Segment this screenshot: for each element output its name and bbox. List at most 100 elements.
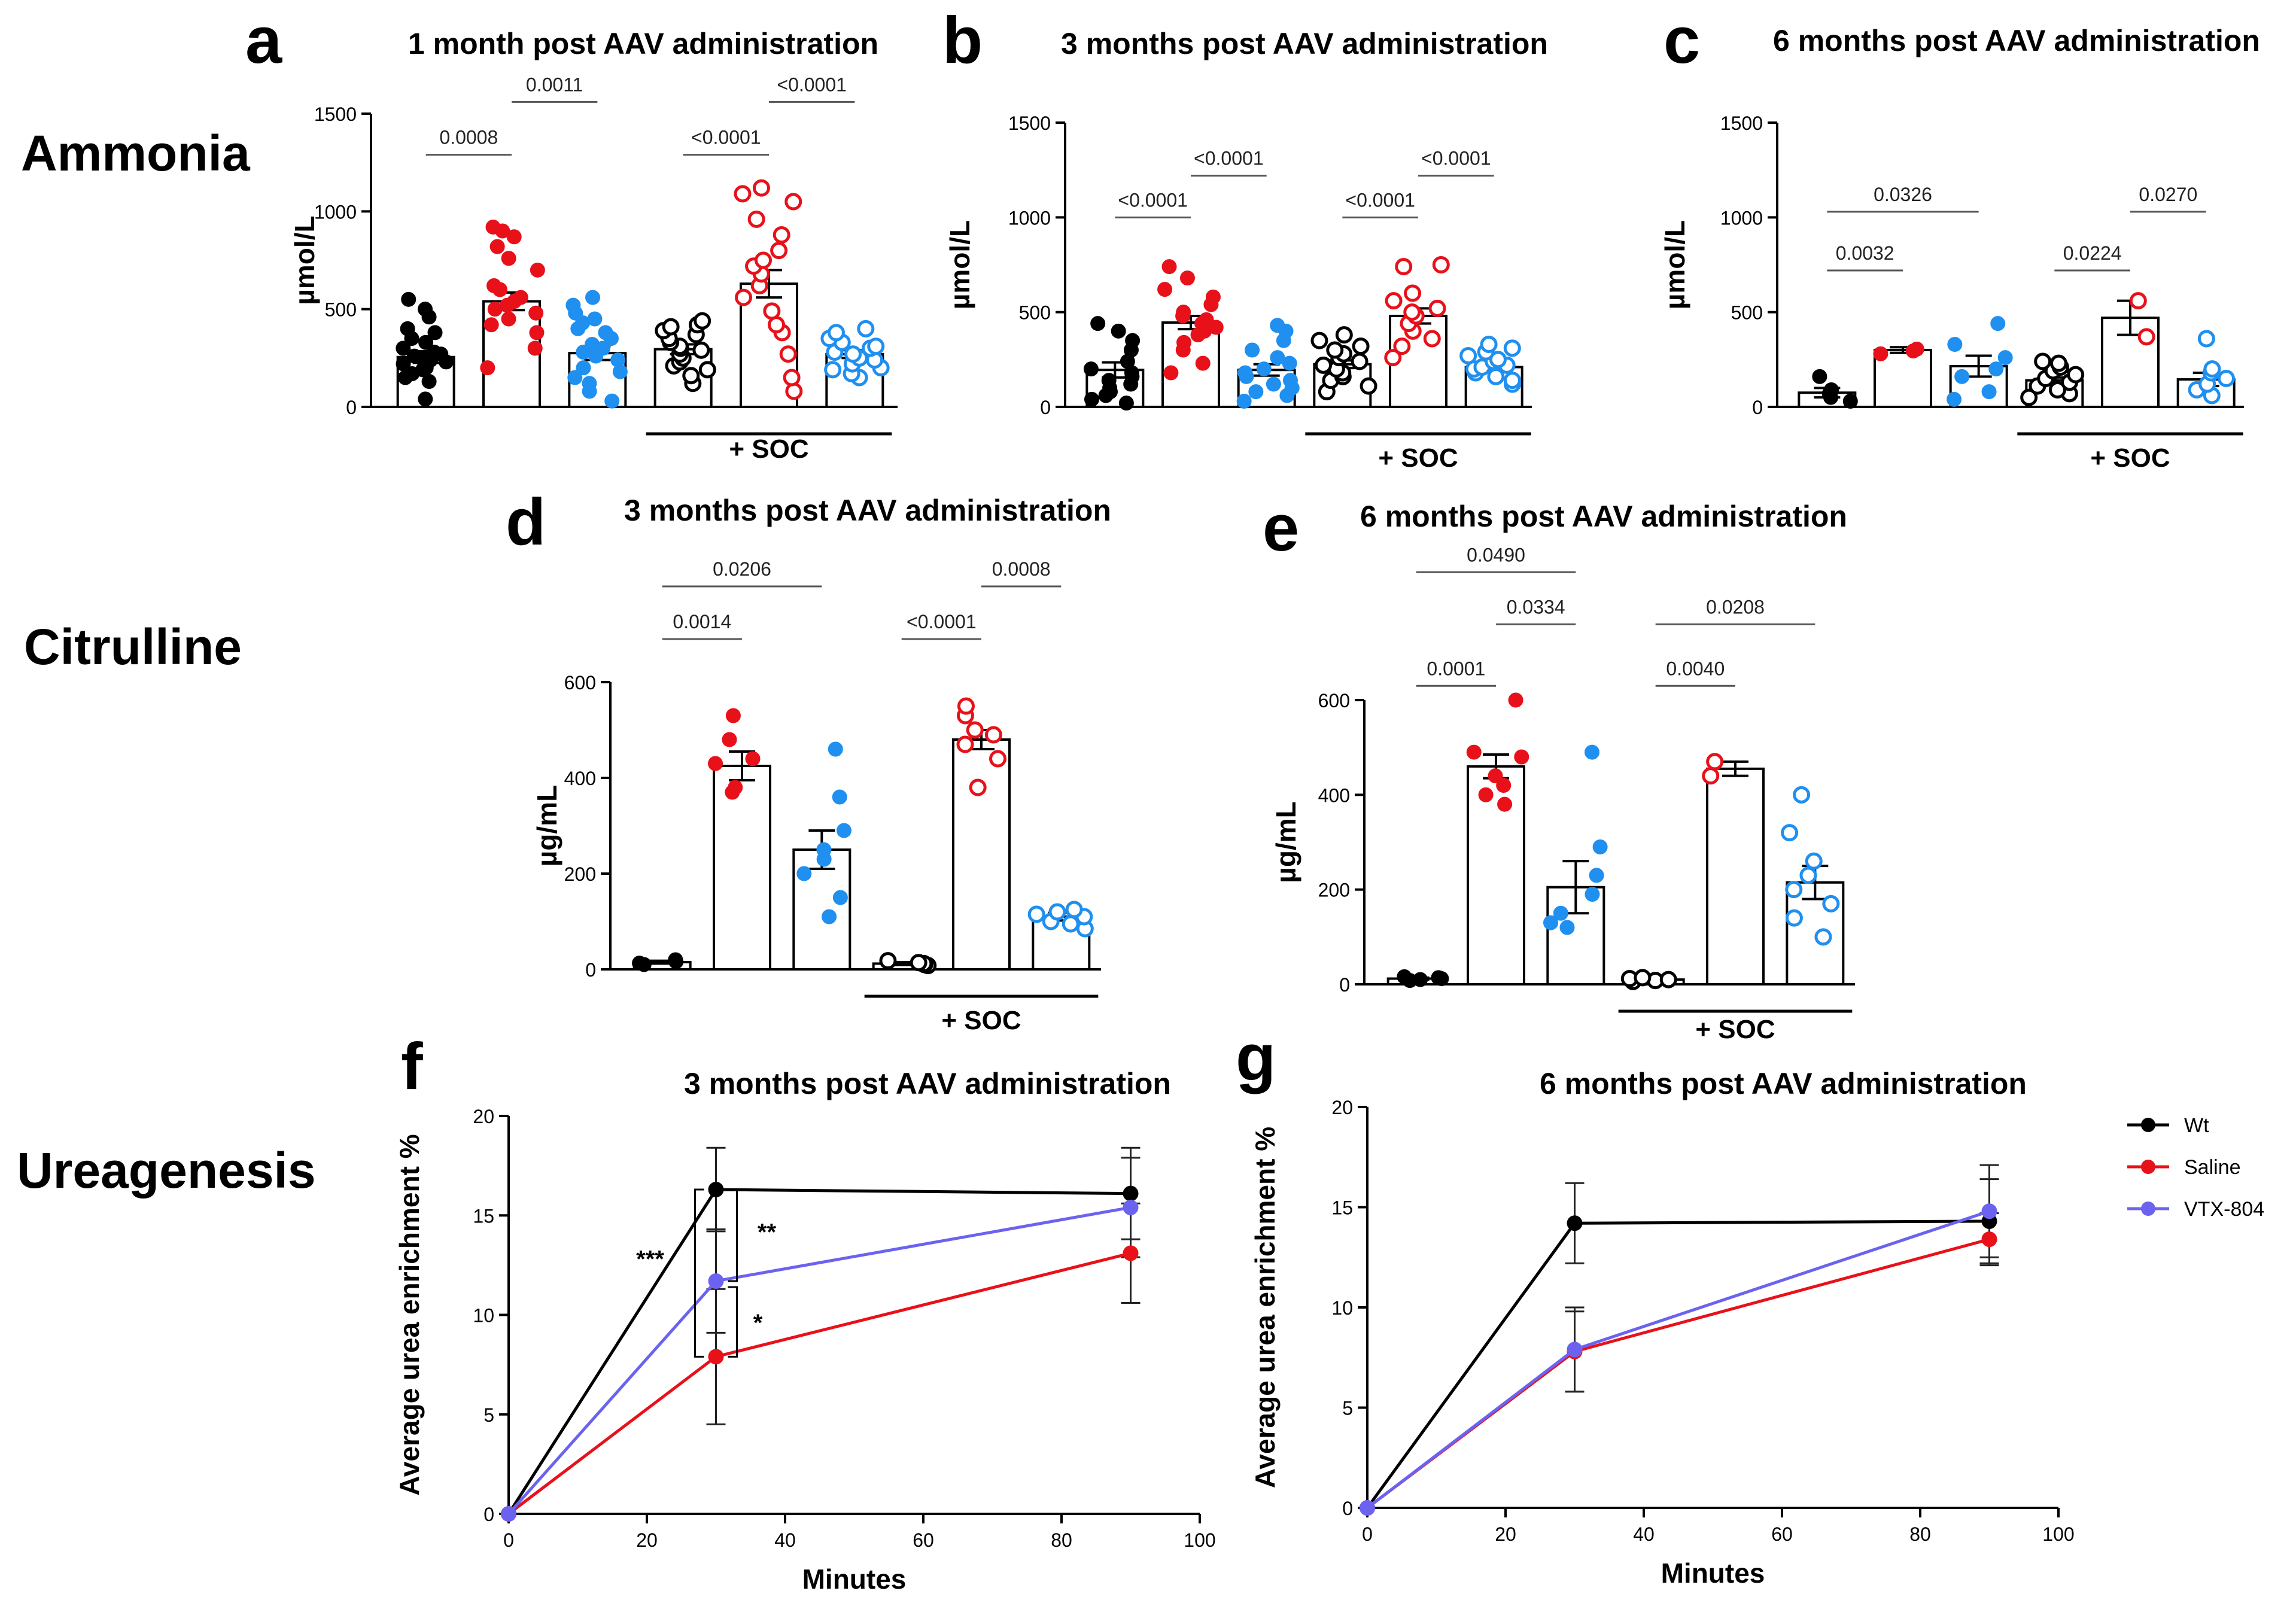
panel-g-series-point-saline [1981,1231,1997,1248]
panel-a-point-2 [610,352,626,368]
panel-f-y-tick-label: 10 [473,1305,494,1327]
panel-b-point-2 [1282,373,1298,388]
panel-f-series-line-saline [507,1251,1132,1515]
panel-e-point-0 [1413,972,1428,987]
panel-e-point-3 [1634,969,1652,987]
panel-b-point-0 [1111,323,1126,339]
panel-b-title: 3 months post AAV administration [1061,27,1548,60]
panel-b-point-5 [1503,372,1521,390]
panel-f-series-point-wt [1123,1185,1139,1202]
panel-a-point-0 [400,321,415,336]
panel-e-point-5 [1793,786,1811,804]
panel-d-point-0 [632,956,647,971]
panel-f-series-point-wt [708,1182,724,1198]
panel-a-point-2 [598,325,613,340]
panel-a-point-0 [418,302,433,317]
panel-e-point-4 [1706,753,1724,771]
panel-e-point-1 [1478,787,1494,802]
panel-a-pvalue-2: <0.0001 [691,127,761,148]
panel-a-point-0 [401,291,416,307]
panel-b-point-3 [1351,352,1369,370]
panel-a-point-1 [530,262,545,278]
panel-a-point-1 [483,317,499,333]
panel-b-point-1 [1176,334,1192,350]
panel-e-point-2 [1559,920,1575,935]
panel-b-point-1 [1157,282,1173,297]
panel-a-point-2 [565,297,581,313]
panel-c-point-0 [1812,369,1827,384]
panel-d-point-2 [836,823,852,838]
panel-c-point-3 [2034,352,2052,370]
panel-e-point-5 [1781,824,1799,842]
panel-d-soc-label: + SOC [941,1006,1021,1035]
panel-b-point-4 [1384,349,1402,367]
panel-d-y-tick-label: 0 [585,959,596,981]
panel-b-letter: b [942,4,983,77]
panel-e-y-tick-label: 200 [1318,880,1350,901]
panel-g-y-tick-label: 20 [1331,1097,1353,1118]
panel-g-series-point-vtx-804 [1567,1342,1583,1358]
panel-a-point-0 [418,334,434,350]
panel-g-y-tick-label: 5 [1342,1398,1353,1419]
panel-c-soc-label: + SOC [2090,443,2170,473]
panel-e-point-1 [1497,796,1513,812]
panel-a-point-2 [585,290,600,305]
panel-g-legend-label-0: Wt [2184,1114,2209,1137]
panel-a-point-5 [824,361,842,379]
panel-a-point-4 [754,251,772,269]
panel-d-point-2 [816,842,832,857]
panel-b-pvalue-2: <0.0001 [1345,189,1415,211]
panel-f-sig-bracket-right-bottom [728,1286,738,1358]
panel-c-point-2 [1990,316,2006,331]
panel-c-point-3 [2067,366,2085,384]
panel-a-point-1 [485,219,501,235]
panel-e-point-0 [1431,970,1446,986]
panel-f-sig-label-1: ** [758,1219,777,1246]
panel-f-y-tick-label: 0 [483,1504,494,1525]
panel-a-point-0 [427,325,443,340]
panel-g-x-tick-label: 80 [1909,1523,1931,1545]
panel-b-point-0 [1101,373,1117,388]
panel-b-point-4 [1393,337,1411,355]
panel-d-y-tick-label: 400 [564,768,596,789]
panel-b-y-tick-label: 500 [1019,302,1051,324]
panel-g-series-point-vtx-804 [1360,1500,1375,1516]
panel-c-point-4 [2137,328,2155,346]
panel-g-letter: g [1236,1021,1276,1094]
panel-c-point-2 [1947,337,1963,352]
panel-a-y-axis-label: µmol/L [289,215,320,305]
panel-b-point-4 [1428,299,1446,317]
panel-d-title: 3 months post AAV administration [624,494,1111,527]
panel-e-letter: e [1263,491,1299,565]
panel-e-point-5 [1799,866,1817,884]
panel-b-point-5 [1489,351,1507,369]
panel-g-legend-marker-0 [2141,1118,2155,1132]
panel-f-series-point-vtx-804 [501,1506,516,1522]
panel-g-series-point-wt [1567,1215,1583,1231]
panel-a-point-3 [682,367,700,385]
panel-f-y-tick-label: 15 [473,1205,494,1227]
panel-a-point-4 [763,302,781,320]
panel-c-point-0 [1824,382,1839,397]
panel-g-x-tick-label: 20 [1495,1523,1516,1545]
panel-c-point-3 [2020,388,2038,406]
panel-c-point-2 [1997,350,2013,366]
panel-a-point-2 [576,360,591,376]
panel-a-point-3 [698,361,716,379]
panel-c-y-tick-label: 1500 [1720,112,1763,134]
panel-a-y-tick-label: 0 [346,397,357,418]
panel-a-point-2 [587,311,603,327]
panel-a-pvalue-3: <0.0001 [777,74,847,95]
panel-e-pvalue-4: 0.0208 [1706,596,1765,618]
panel-d-point-5 [1065,901,1083,918]
panel-b-point-2 [1270,350,1285,366]
panel-g-y-tick-label: 15 [1331,1197,1353,1219]
panel-d-y-tick-label: 600 [564,672,596,694]
panel-g-x-tick-label: 40 [1633,1523,1655,1545]
panel-e-point-5 [1785,881,1803,899]
panel-f-x-tick-label: 0 [503,1529,514,1551]
panel-b-point-1 [1195,355,1211,371]
panel-e-y-tick-label: 0 [1339,974,1350,996]
panel-a-letter: a [245,4,282,77]
panel-f-x-tick-label: 40 [774,1529,796,1551]
